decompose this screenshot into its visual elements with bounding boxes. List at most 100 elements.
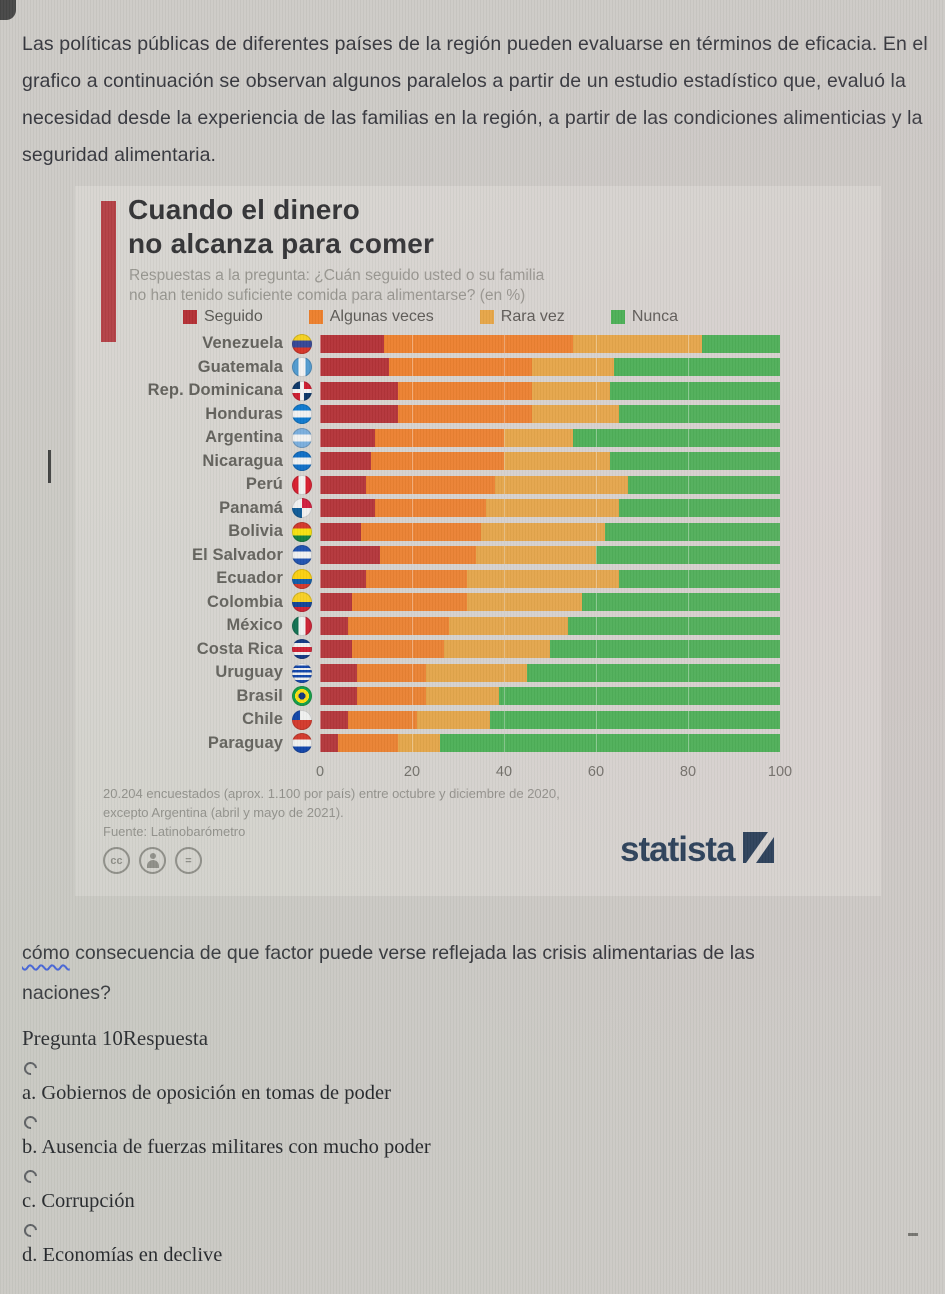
- answer-options: a. Gobiernos de oposición en tomas de po…: [21, 1059, 930, 1267]
- chart-footnote: 20.204 encuestados (aprox. 1.100 por paí…: [103, 786, 560, 839]
- bar-track: [320, 522, 780, 541]
- flag-bo-icon: [291, 521, 312, 542]
- chart-legend: Seguido Algunas veces Rara vez Nunca: [183, 308, 678, 326]
- bar-segment-algunas-veces: [356, 687, 426, 706]
- x-tick-label: 20: [403, 764, 421, 780]
- bar-segment-algunas-veces: [347, 616, 449, 635]
- answer-option-label[interactable]: c. Corrupción: [22, 1190, 135, 1212]
- flag-wrap: [283, 498, 320, 519]
- bar-segment-algunas-veces: [366, 475, 495, 494]
- radio-button[interactable]: [21, 1113, 40, 1132]
- bar-row: Nicaragua: [75, 450, 780, 474]
- bar-segment-algunas-veces: [370, 452, 504, 471]
- bar-segment-nunca: [568, 616, 780, 635]
- bar-segment-rara-vez: [531, 381, 610, 400]
- bar-segment-seguido: [320, 475, 366, 494]
- intro-paragraph: Las políticas públicas de diferentes paí…: [22, 33, 928, 166]
- bar-row: Bolivia: [75, 520, 780, 544]
- misspelled-word: cómo: [22, 942, 70, 964]
- statista-wordmark: statista: [620, 830, 736, 869]
- flag-wrap: [283, 592, 320, 613]
- country-label: Paraguay: [207, 733, 283, 752]
- bar-track: [320, 569, 780, 588]
- bar-segment-rara-vez: [494, 475, 629, 494]
- bar-track: [320, 687, 780, 706]
- bar-segment-algunas-veces: [352, 593, 468, 612]
- flag-ec-icon: [291, 568, 312, 589]
- bar-segment-nunca: [614, 358, 780, 377]
- bar-chart: Venezuela Guatemala Rep. Dominicana Hondura…: [75, 332, 780, 755]
- flag-ar-icon: [291, 427, 312, 448]
- bar-segment-rara-vez: [503, 428, 573, 447]
- bar-segment-nunca: [701, 334, 780, 353]
- x-tick-label: 40: [495, 764, 513, 780]
- bar-segment-rara-vez: [531, 405, 619, 424]
- flag-wrap: [283, 686, 320, 707]
- flag-pa-icon: [291, 498, 312, 519]
- bar-row: Rep. Dominicana: [75, 379, 780, 403]
- bar-segment-algunas-veces: [375, 499, 486, 518]
- bar-segment-seguido: [320, 381, 399, 400]
- flag-wrap: [283, 521, 320, 542]
- answer-option: d. Economías en declive: [21, 1221, 930, 1267]
- flag-wrap: [283, 662, 320, 683]
- bar-track: [320, 734, 780, 753]
- flag-py-icon: [291, 733, 312, 754]
- bar-segment-algunas-veces: [366, 569, 468, 588]
- bar-segment-nunca: [609, 381, 780, 400]
- flag-wrap: [283, 639, 320, 660]
- legend-swatch-icon: [610, 310, 625, 324]
- answer-option-label[interactable]: d. Economías en declive: [22, 1244, 223, 1266]
- answer-option-label[interactable]: b. Ausencia de fuerzas militares con muc…: [22, 1136, 431, 1158]
- legend-item: Rara vez: [479, 308, 565, 326]
- bar-segment-rara-vez: [398, 734, 440, 753]
- x-tick-label: 0: [315, 764, 325, 780]
- bar-segment-nunca: [582, 593, 780, 612]
- radio-button[interactable]: [21, 1059, 40, 1078]
- flag-wrap: [283, 568, 320, 589]
- bar-segment-rara-vez: [572, 334, 702, 353]
- bar-segment-seguido: [320, 734, 339, 753]
- answer-option-label[interactable]: a. Gobiernos de oposición en tomas de po…: [22, 1082, 391, 1104]
- bar-track: [320, 358, 780, 377]
- bar-segment-nunca: [439, 734, 780, 753]
- chart-subtitle: Respuestas a la pregunta: ¿Cuán seguido …: [129, 267, 545, 304]
- bar-row: El Salvador: [75, 544, 780, 568]
- bar-track: [320, 710, 780, 729]
- bar-segment-rara-vez: [503, 452, 610, 471]
- radio-button[interactable]: [21, 1221, 40, 1240]
- bar-row: Chile: [75, 708, 780, 732]
- bar-segment-algunas-veces: [398, 405, 532, 424]
- country-label: Ecuador: [216, 569, 283, 588]
- bar-row: Venezuela: [75, 332, 780, 356]
- flag-br-icon: [291, 686, 312, 707]
- statista-logo: statista: [620, 830, 774, 870]
- country-label: Venezuela: [202, 334, 283, 353]
- radio-button[interactable]: [21, 1167, 40, 1186]
- bar-track: [320, 499, 780, 518]
- question-text: cómo consecuencia de que factor puede ve…: [22, 942, 755, 1004]
- flag-sv-icon: [291, 545, 312, 566]
- flag-wrap: [283, 474, 320, 495]
- bar-segment-algunas-veces: [338, 734, 399, 753]
- bar-row: Uruguay: [75, 661, 780, 685]
- chart-title-line1: Cuando el dinero: [128, 194, 360, 225]
- flag-gt-icon: [291, 357, 312, 378]
- flag-cr-icon: [291, 639, 312, 660]
- bar-row: Colombia: [75, 591, 780, 615]
- flag-wrap: [283, 427, 320, 448]
- flag-co-icon: [291, 592, 312, 613]
- answer-option: c. Corrupción: [21, 1167, 930, 1213]
- bar-row: Paraguay: [75, 732, 780, 756]
- bar-segment-seguido: [320, 569, 366, 588]
- bar-row: Costa Rica: [75, 638, 780, 662]
- bar-segment-nunca: [572, 428, 780, 447]
- bar-segment-rara-vez: [425, 663, 527, 682]
- bar-segment-rara-vez: [480, 522, 606, 541]
- bar-segment-algunas-veces: [384, 334, 573, 353]
- chart-title-line2: no alcanza para comer: [128, 228, 435, 259]
- legend-label: Algunas veces: [329, 308, 434, 325]
- person-body: [146, 860, 159, 868]
- flag-uy-icon: [291, 662, 312, 683]
- bar-track: [320, 593, 780, 612]
